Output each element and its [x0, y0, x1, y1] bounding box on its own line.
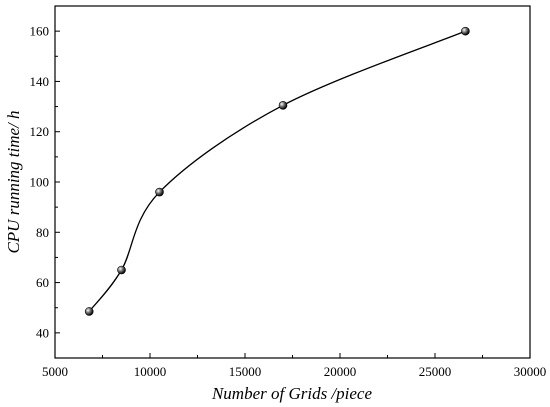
y-axis-title: CPU running time/ h — [4, 110, 23, 253]
x-tick-label: 25000 — [419, 364, 452, 379]
x-axis-ticks: 5000 10000 15000 20000 25000 30000 — [42, 353, 546, 379]
data-point — [84, 307, 94, 316]
x-tick-label: 30000 — [514, 364, 547, 379]
x-tick-label: 10000 — [134, 364, 167, 379]
data-point — [278, 101, 288, 110]
y-tick-label: 160 — [30, 24, 50, 39]
x-tick-label: 5000 — [42, 364, 68, 379]
y-axis-ticks: 40 60 80 100 120 140 160 — [30, 24, 60, 340]
y-tick-label: 80 — [36, 225, 49, 240]
x-tick-label: 20000 — [324, 364, 357, 379]
x-tick-label: 15000 — [229, 364, 262, 379]
x-axis-title: Number of Grids /piece — [211, 384, 373, 403]
data-point — [155, 187, 164, 197]
y-tick-label: 120 — [30, 124, 50, 139]
series-group — [84, 26, 470, 316]
y-tick-label: 60 — [36, 275, 49, 290]
y-tick-label: 40 — [36, 325, 49, 340]
y-tick-label: 140 — [30, 74, 50, 89]
data-point — [461, 26, 470, 36]
plot-area — [54, 5, 531, 359]
data-point — [117, 265, 126, 275]
y-tick-label: 100 — [30, 175, 50, 190]
